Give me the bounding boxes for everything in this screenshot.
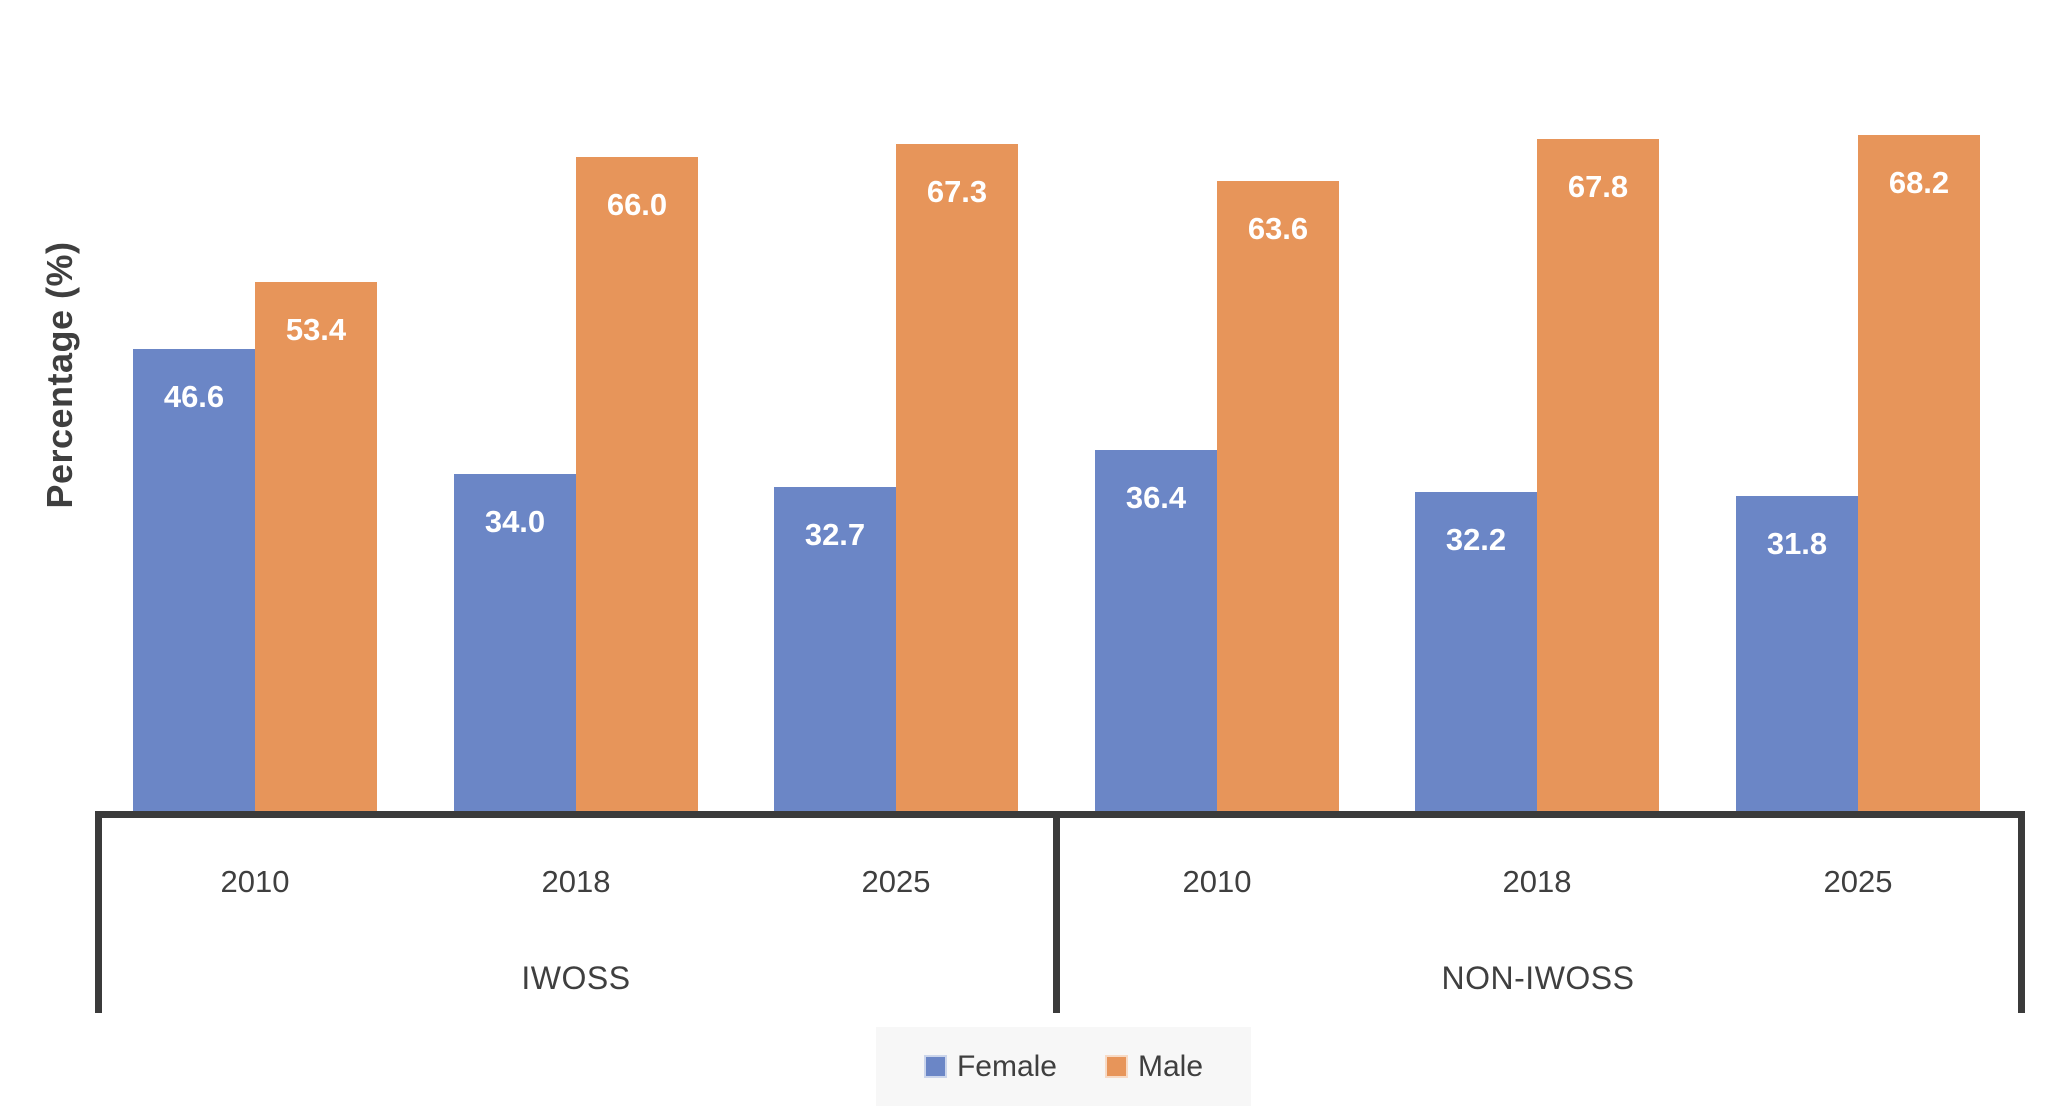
bar-female-non-iwoss-2018: [1415, 492, 1537, 811]
bar-value-female-non-iwoss-2025: 31.8: [1766, 526, 1828, 561]
bar-value-female-non-iwoss-2018: 32.2: [1445, 522, 1507, 557]
male-legend-swatch: [1105, 1055, 1128, 1078]
axis-border-right: [2018, 811, 2025, 1013]
tick-label-non-iwoss-2010: 2010: [1182, 864, 1252, 899]
legend-label-female: Female: [956, 1049, 1057, 1083]
tick-label-non-iwoss-2018: 2018: [1502, 864, 1572, 899]
bar-female-non-iwoss-2025: [1736, 496, 1858, 811]
bar-value-female-iwoss-2010: 46.6: [163, 379, 225, 414]
bar-female-iwoss-2010: [133, 349, 255, 811]
bar-value-male-non-iwoss-2018: 67.8: [1567, 169, 1629, 204]
legend-item-male: Male: [1105, 1050, 1203, 1084]
tick-label-iwoss-2025: 2025: [861, 864, 931, 899]
bar-value-male-iwoss-2018: 66.0: [606, 187, 668, 222]
x-axis-line: [95, 811, 2025, 818]
y-axis-title: Percentage (%): [39, 241, 80, 509]
bar-value-female-iwoss-2025: 32.7: [804, 517, 866, 552]
tick-label-iwoss-2010: 2010: [220, 864, 290, 899]
bar-male-non-iwoss-2010: [1217, 181, 1339, 811]
bar-male-iwoss-2025: [896, 144, 1018, 811]
bar-male-non-iwoss-2018: [1537, 139, 1659, 811]
bar-male-non-iwoss-2025: [1858, 135, 1980, 811]
bar-value-male-iwoss-2025: 67.3: [926, 174, 988, 209]
bar-value-male-non-iwoss-2010: 63.6: [1247, 211, 1309, 246]
tick-label-non-iwoss-2025: 2025: [1823, 864, 1893, 899]
group-divider: [1053, 811, 1060, 1013]
group-label-non-iwoss: NON-IWOSS: [1441, 960, 1635, 996]
tick-label-iwoss-2018: 2018: [541, 864, 611, 899]
legend-label-male: Male: [1138, 1049, 1204, 1083]
bar-value-female-non-iwoss-2010: 36.4: [1125, 480, 1187, 515]
bar-male-iwoss-2010: [255, 282, 377, 811]
bar-value-male-non-iwoss-2025: 68.2: [1888, 165, 1950, 200]
bar-value-male-iwoss-2010: 53.4: [285, 312, 347, 347]
axis-border-left: [95, 811, 102, 1013]
bar-value-female-iwoss-2018: 34.0: [484, 504, 546, 539]
bar-female-non-iwoss-2010: [1095, 450, 1217, 811]
legend-item-female: Female: [923, 1049, 1057, 1084]
legend: Female Male: [876, 1027, 1251, 1106]
female-legend-swatch: [923, 1055, 947, 1078]
bar-female-iwoss-2025: [774, 487, 896, 811]
bar-male-iwoss-2018: [576, 157, 698, 811]
group-label-iwoss: IWOSS: [521, 960, 631, 996]
bar-female-iwoss-2018: [454, 474, 576, 811]
